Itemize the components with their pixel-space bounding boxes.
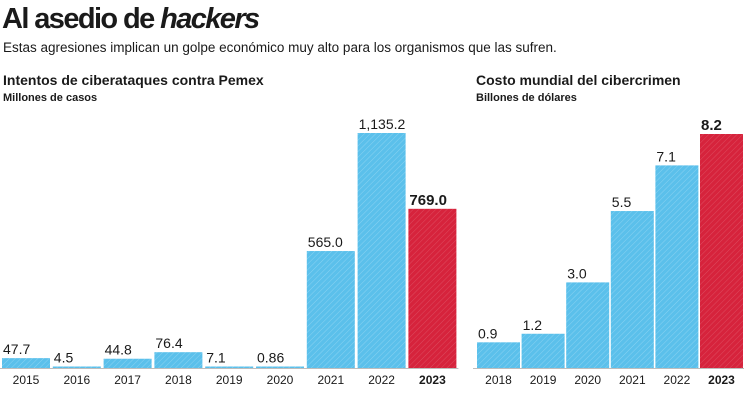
chart1-value-label: 47.7 <box>3 341 30 357</box>
chart1-bar-2016 <box>52 366 101 368</box>
chart2-value-label: 7.1 <box>656 148 676 164</box>
chart1-bar-2022 <box>357 133 406 368</box>
chart1-value-label: 1,135.2 <box>359 116 406 132</box>
chart2-tick-label: 2019 <box>530 373 557 387</box>
chart1-value-label: 565.0 <box>308 234 343 250</box>
page-subtitle: Estas agresiones implican un golpe econó… <box>3 40 557 55</box>
chart1-bar-2021 <box>306 251 355 368</box>
chart1-bar-2017 <box>103 358 152 368</box>
chart2-value-label: 3.0 <box>567 265 587 281</box>
chart2-value-label: 5.5 <box>612 194 632 210</box>
chart1-tick-label: 2016 <box>63 373 90 387</box>
chart1-tick-label: 2020 <box>267 373 294 387</box>
chart1-value-label: 769.0 <box>409 192 447 209</box>
chart1-value-label: 7.1 <box>206 350 226 366</box>
chart2-tick-label: 2021 <box>619 373 646 387</box>
chart2-bar-2019 <box>521 333 565 368</box>
chart1-tick-label: 2022 <box>368 373 395 387</box>
chart2-title: Costo mundial del cibercrimen <box>476 72 681 88</box>
chart1-unit-label: Millones de casos <box>3 92 98 104</box>
page-title: Al asedio de hackers <box>2 2 260 36</box>
chart2-bar-2023 <box>700 134 743 368</box>
chart2-bar-2018 <box>477 342 520 368</box>
chart1-bar-2023 <box>408 208 457 368</box>
chart2-value-label: 0.9 <box>478 325 498 341</box>
chart1-value-label: 76.4 <box>155 335 182 351</box>
chart2-tick-label: 2023 <box>708 373 735 387</box>
chart1-tick-label: 2015 <box>13 373 40 387</box>
chart2-tick-label: 2022 <box>664 373 691 387</box>
page-title-part2: hackers <box>160 3 260 35</box>
chart2-tick-label: 2020 <box>574 373 601 387</box>
chart1-value-label: 44.8 <box>105 342 132 358</box>
chart1-title: Intentos de ciberataques contra Pemex <box>3 72 264 88</box>
page-title-part1: Al asedio de <box>2 3 161 35</box>
chart1-tick-label: 2018 <box>165 373 192 387</box>
chart1-value-label: 0.86 <box>257 350 284 366</box>
chart2-value-label: 1.2 <box>523 317 543 333</box>
chart2-unit-label: Billones de dólares <box>476 92 577 104</box>
chart1-bar-2015 <box>2 358 50 368</box>
chart1-tick-label: 2019 <box>216 373 243 387</box>
chart2-value-label: 8.2 <box>701 117 722 134</box>
chart2-bar-2020 <box>566 282 610 368</box>
chart2-bar-2022 <box>655 165 699 368</box>
chart1-bar-2020 <box>256 366 304 368</box>
chart2-bar-2021 <box>610 211 654 368</box>
chart1-value-label: 4.5 <box>54 350 74 366</box>
chart2-tick-label: 2018 <box>485 373 512 387</box>
chart1-tick-label: 2017 <box>114 373 141 387</box>
chart1-bar-2018 <box>154 352 203 368</box>
chart1-tick-label: 2021 <box>317 373 344 387</box>
chart1-tick-label: 2023 <box>419 373 446 387</box>
chart1-bar-2019 <box>205 366 254 368</box>
